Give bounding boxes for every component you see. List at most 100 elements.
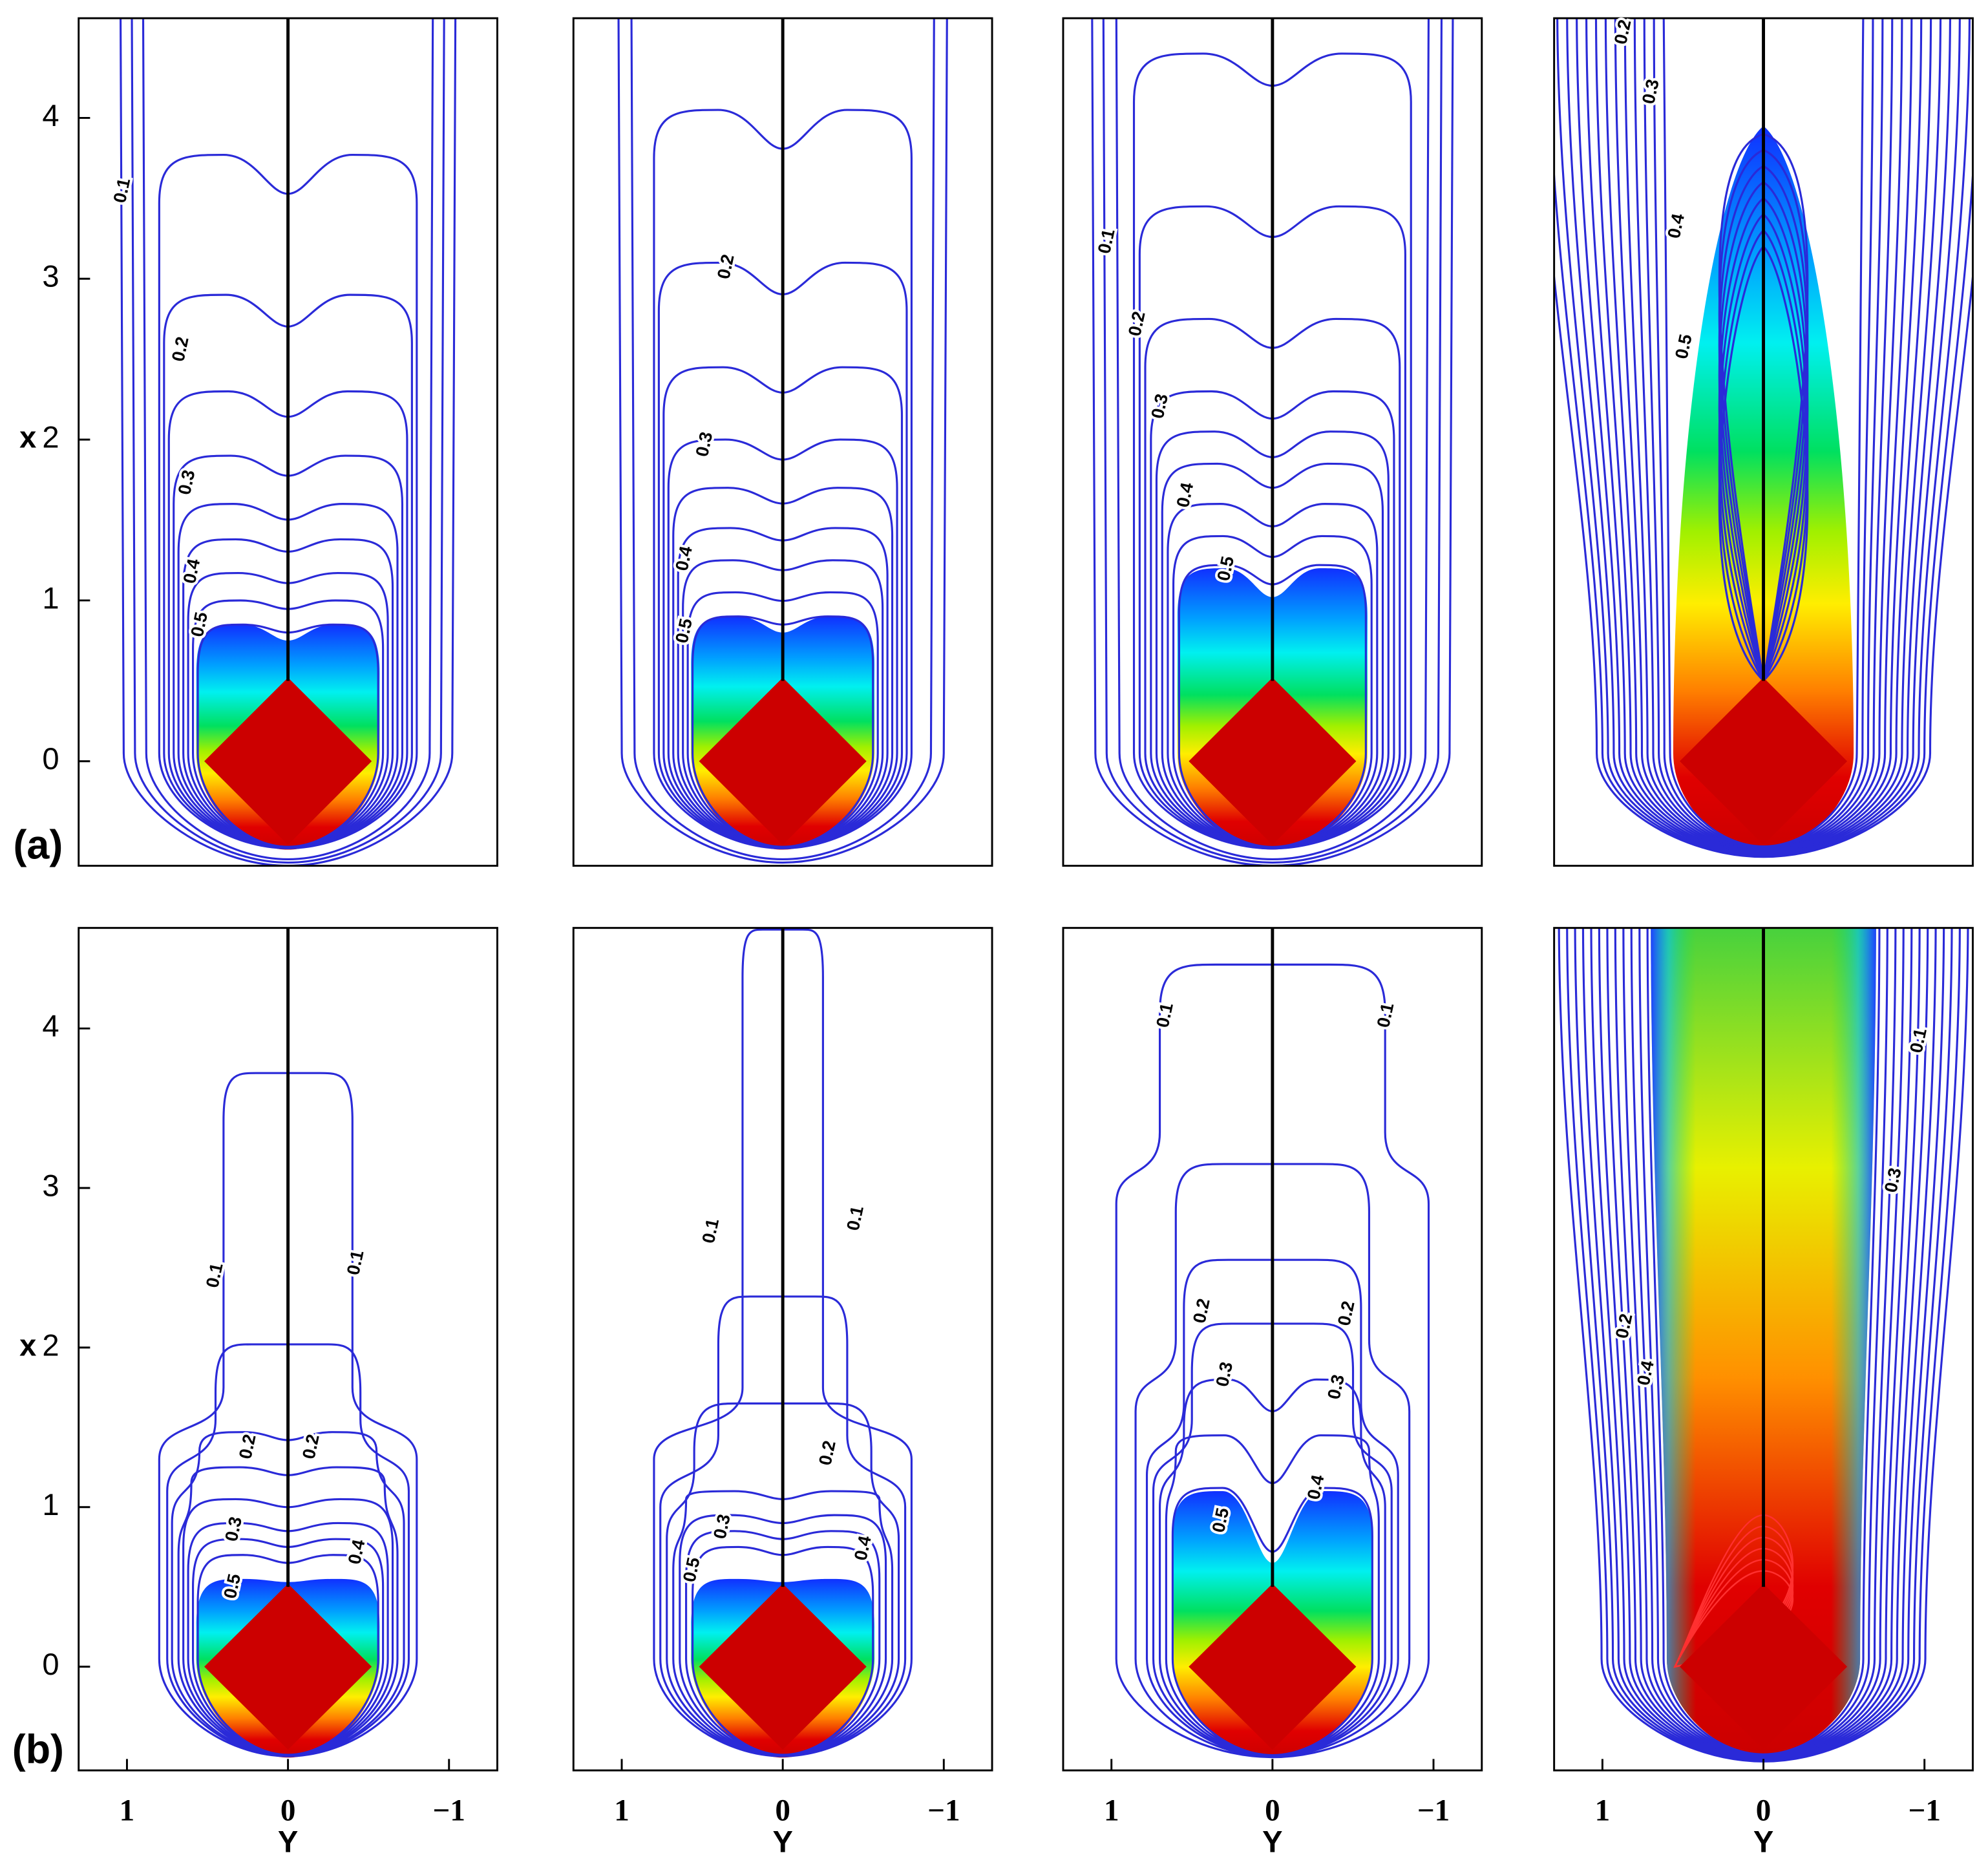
contour-label: 0.5 (679, 1556, 703, 1584)
panel: 0.1 0.2 0.3 0.4 1 0 −1 Y (1553, 927, 1974, 1858)
panel: 0.1 0.10.2 0.20.3 0.30.40.51 0 −1Y (1062, 927, 1483, 1858)
contour-label: 0.1 (1906, 1026, 1930, 1055)
contour-label: 0.2 (713, 253, 737, 281)
diamond (699, 1584, 867, 1750)
contour-line (142, 18, 434, 861)
frame (1553, 17, 1974, 867)
y-tick-label: 4 (42, 98, 59, 133)
contour-line (196, 1554, 379, 1756)
x-tick-label: 0 (280, 1794, 296, 1828)
contour-line (617, 18, 948, 864)
contour-label: 0.4 (671, 544, 696, 573)
contour-label: 0.1 (109, 176, 134, 205)
contour-label: 0.2 (167, 335, 192, 363)
x-axis-label: Y (772, 1824, 792, 1858)
contour-label: 0.2 (1333, 1299, 1358, 1328)
x-axis-label: Y (1262, 1824, 1282, 1858)
x-tick-label: 1 (614, 1794, 629, 1828)
diamond (1189, 677, 1357, 845)
diamond (204, 1584, 372, 1750)
contour-line (177, 1466, 399, 1757)
contour-label: 0.3 (1638, 78, 1662, 106)
diamond (699, 677, 867, 845)
y-tick-label: 4 (42, 1009, 59, 1043)
contour-label: 0.2 (815, 1439, 840, 1467)
contour-label: 0.5 (671, 617, 696, 645)
y-axis-label: x (19, 420, 36, 454)
x-tick-label: 1 (1595, 1794, 1611, 1828)
contour-line (1554, 267, 1973, 858)
contour-label: 0.2 (1189, 1297, 1214, 1325)
x-tick-label: 1 (120, 1794, 135, 1828)
y-tick-label: 0 (42, 741, 59, 776)
plot-area (1554, 18, 1973, 858)
x-tick-label: 1 (1104, 1794, 1119, 1828)
panel: 0.10.20.30.40.5 (1062, 17, 1483, 867)
contour-label: 0.4 (1664, 211, 1688, 240)
plot-area (1091, 18, 1454, 866)
contour-label: 0.1 (1373, 1001, 1397, 1030)
diamond (1189, 1584, 1357, 1750)
contour-label: 0.4 (1633, 1359, 1658, 1388)
contour-line (1161, 462, 1384, 849)
panel: 0.2 0.3 0.4 0.5 (572, 17, 993, 867)
contour-label: 0.1 (843, 1204, 867, 1233)
contour-line (119, 18, 457, 866)
x-tick-label: −1 (1417, 1794, 1450, 1828)
x-axis-label: Y (278, 1824, 298, 1858)
contour-line (171, 1431, 405, 1757)
x-tick-label: 0 (1265, 1794, 1280, 1828)
frame (1062, 17, 1483, 867)
y-axis-label: x (19, 1328, 36, 1362)
contour-line (131, 18, 445, 864)
contour-line (630, 18, 935, 861)
panel-label: (a) (14, 823, 63, 868)
contour-label: 0.1 (343, 1249, 367, 1277)
contour-line (163, 293, 413, 849)
panel-label: (b) (12, 1727, 64, 1772)
contour-label: 0.2 (1124, 310, 1148, 338)
frame (78, 17, 498, 867)
diamond (204, 677, 372, 845)
contour-label: 0.1 (698, 1216, 723, 1245)
contour-label: 0.3 (1212, 1360, 1236, 1388)
plot-area (119, 18, 457, 866)
y-tick-label: 3 (42, 1168, 59, 1202)
plot-area (1115, 928, 1430, 1759)
plot-area (617, 18, 948, 864)
diamond (1679, 1584, 1848, 1750)
contour-line (1178, 564, 1367, 848)
plot-area (653, 928, 913, 1758)
contour-label: 0.3 (1324, 1373, 1348, 1401)
contour-label: 0.4 (850, 1533, 874, 1562)
contour-label: 0.3 (1880, 1166, 1905, 1194)
plot-area (158, 928, 418, 1758)
contour-line (1115, 18, 1430, 861)
y-tick-label: 3 (42, 259, 59, 293)
contour-line (1102, 18, 1443, 864)
contour-label: 0.3 (692, 430, 716, 458)
x-tick-label: 0 (1756, 1794, 1771, 1828)
y-tick-label: 1 (42, 1487, 59, 1521)
y-tick-label: 2 (42, 420, 59, 454)
contour-label: 0.3 (710, 1512, 734, 1541)
y-tick-label: 1 (42, 580, 59, 615)
y-tick-label: 0 (42, 1647, 59, 1681)
x-tick-label: −1 (1908, 1794, 1940, 1828)
contour-label: 0.2 (235, 1432, 259, 1461)
y-tick-label: 2 (42, 1328, 59, 1362)
contour-label: 0.4 (344, 1537, 368, 1566)
contour-label: 0.3 (174, 468, 198, 496)
x-tick-label: 0 (775, 1794, 790, 1828)
contour-label: 0.3 (1147, 392, 1172, 420)
diamond (1679, 677, 1848, 845)
x-axis-label: Y (1753, 1824, 1773, 1858)
x-tick-label: −1 (927, 1794, 960, 1828)
panel: 0.2 0.3 0.4 0.5 (1553, 15, 1974, 867)
x-tick-label: −1 (433, 1794, 465, 1828)
contour-label: 0.2 (1611, 1312, 1636, 1341)
contour-label: 0.2 (299, 1432, 323, 1461)
